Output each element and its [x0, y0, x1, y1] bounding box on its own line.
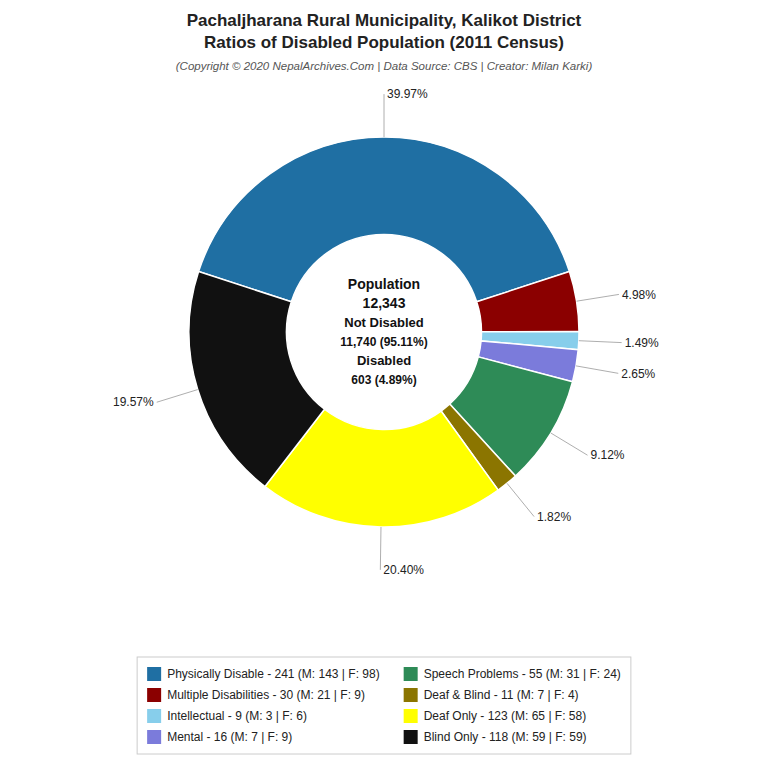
legend-label: Mental - 16 (M: 7 | F: 9)	[167, 730, 292, 744]
legend-frame	[137, 657, 631, 754]
annotation: Population	[348, 276, 420, 292]
legend-item: Multiple Disabilities - 30 (M: 21 | F: 9…	[147, 688, 365, 702]
leader-line	[579, 341, 622, 343]
legend-swatch	[404, 730, 418, 744]
legend-item: Mental - 16 (M: 7 | F: 9)	[147, 730, 292, 744]
legend-label: Physically Disable - 241 (M: 143 | F: 98…	[167, 667, 380, 681]
legend-swatch	[404, 709, 418, 723]
legend-label: Blind Only - 118 (M: 59 | F: 59)	[424, 730, 587, 744]
title-line: Pachaljharana Rural Municipality, Kaliko…	[187, 11, 582, 30]
data-label: 4.98%	[622, 288, 656, 302]
legend-item: Blind Only - 118 (M: 59 | F: 59)	[404, 730, 587, 744]
legend-item: Physically Disable - 241 (M: 143 | F: 98…	[147, 667, 380, 681]
annotation: Not Disabled	[344, 315, 424, 330]
leader-line	[551, 433, 588, 455]
annotation: 12,343	[363, 295, 406, 311]
center-text: Population 12,343 Not Disabled 11,740 (95.1…	[340, 276, 427, 386]
legend-item: Intellectual - 9 (M: 3 | F: 6)	[147, 709, 307, 723]
legend-item: Deaf & Blind - 11 (M: 7 | F: 4)	[404, 688, 579, 702]
legend-swatch	[147, 730, 161, 744]
data-labels: 39.97% 4.98% 1.49% 2.65% 9.12% 1.82% 20.40% 19.…	[113, 87, 659, 577]
subtitle: (Copyright © 2020 NepalArchives.Com | Da…	[176, 60, 593, 72]
data-label: 20.40%	[383, 563, 424, 577]
title-line: Ratios of Disabled Population (2011 Cens…	[204, 33, 564, 52]
title: Pachaljharana Rural Municipality, Kaliko…	[187, 11, 582, 52]
leader-line	[507, 483, 534, 516]
leader-line	[576, 366, 618, 373]
legend-label: Deaf & Blind - 11 (M: 7 | F: 4)	[424, 688, 579, 702]
slices	[189, 137, 579, 527]
leader-line	[380, 527, 382, 570]
legend-item: Speech Problems - 55 (M: 31 | F: 24)	[404, 667, 621, 681]
chart-svg: Pachaljharana Rural Municipality, Kaliko…	[0, 0, 768, 768]
legend-swatch	[147, 667, 161, 681]
legend-swatch	[147, 709, 161, 723]
legend-item: Deaf Only - 123 (M: 65 | F: 58)	[404, 709, 587, 723]
annotation: 11,740 (95.11%)	[340, 335, 427, 349]
data-label: 19.57%	[113, 395, 154, 409]
data-label: 9.12%	[591, 448, 625, 462]
plot-area: 39.97% 4.98% 1.49% 2.65% 9.12% 1.82% 20.40% 19.…	[113, 87, 659, 577]
legend-swatch	[404, 667, 418, 681]
annotation: 603 (4.89%)	[351, 373, 416, 387]
annotation: Disabled	[357, 353, 411, 368]
legend-swatch	[147, 688, 161, 702]
data-label: 1.82%	[537, 510, 571, 524]
leader-line	[157, 390, 198, 403]
legend-label: Intellectual - 9 (M: 3 | F: 6)	[167, 709, 307, 723]
slice	[477, 272, 579, 332]
leader-line	[384, 94, 385, 137]
data-label: 1.49%	[625, 336, 659, 350]
legend-label: Multiple Disabilities - 30 (M: 21 | F: 9…	[167, 688, 365, 702]
legend-label: Deaf Only - 123 (M: 65 | F: 58)	[424, 709, 587, 723]
legend: Physically Disable - 241 (M: 143 | F: 98…	[137, 657, 631, 754]
slice	[189, 272, 325, 487]
legend-label: Speech Problems - 55 (M: 31 | F: 24)	[424, 667, 621, 681]
leader-line	[577, 294, 619, 301]
data-label: 39.97%	[387, 87, 428, 101]
legend-swatch	[404, 688, 418, 702]
slice	[199, 137, 570, 302]
data-label: 2.65%	[621, 367, 655, 381]
